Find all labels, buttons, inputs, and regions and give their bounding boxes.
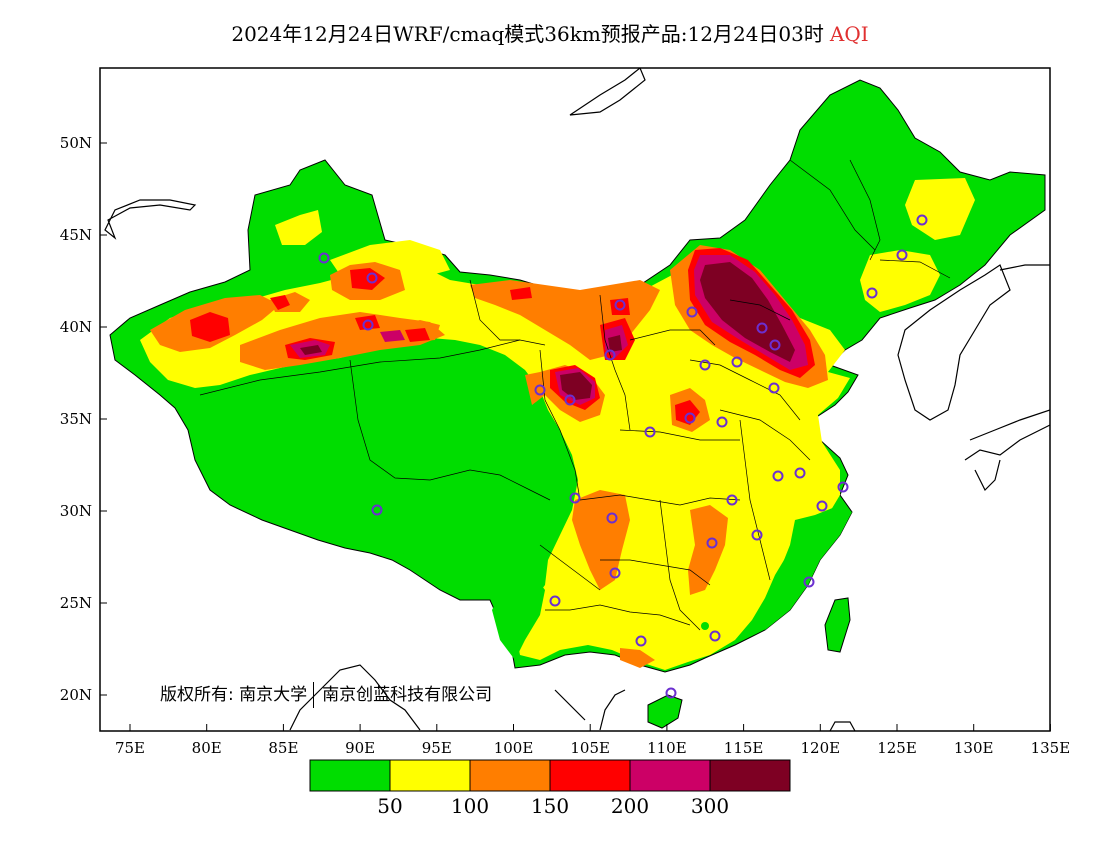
station-markers [318, 214, 928, 699]
colorbar-swatch [549, 759, 631, 792]
region-maroon [300, 262, 795, 400]
station-marker [706, 537, 718, 549]
small-green-dot [701, 622, 709, 630]
lat-tick-label: 30N [60, 502, 92, 520]
lat-tick-label: 35N [60, 410, 92, 428]
station-marker [564, 394, 576, 406]
lon-tick-label: 130E [954, 739, 994, 757]
lon-tick-label: 125E [877, 739, 917, 757]
copyright-divider [313, 682, 315, 708]
lat-tick-label: 20N [60, 686, 92, 704]
station-marker [318, 252, 330, 264]
lon-tick-label: 105E [570, 739, 610, 757]
province-borders [199, 159, 951, 631]
colorbar-label: 200 [611, 794, 649, 818]
colorbar-swatch [389, 759, 471, 792]
station-marker [772, 470, 784, 482]
map-field [104, 68, 1050, 731]
hainan-island [647, 694, 683, 729]
lon-tick-label: 90E [345, 739, 375, 757]
lon-tick-label: 135E [1031, 739, 1071, 757]
colorbar-label: 300 [691, 794, 729, 818]
station-marker [534, 384, 546, 396]
region-green-se [755, 505, 852, 630]
title-text: 2024年12月24日WRF/cmaq模式36km预报产品:12月24日03时 [231, 22, 824, 46]
copyright-owner: 版权所有: 南京大学 [160, 685, 308, 705]
colorbar-swatch [309, 759, 391, 792]
region-green-yunnan [492, 570, 545, 660]
station-marker [635, 635, 647, 647]
station-marker [716, 416, 728, 428]
lon-tick-label: 85E [268, 739, 298, 757]
lat-tick-label: 50N [60, 134, 92, 152]
colorbar-label: 50 [377, 794, 402, 818]
station-marker [726, 494, 738, 506]
station-marker [803, 576, 815, 588]
station-marker [866, 287, 878, 299]
colorbar-swatch [469, 759, 551, 792]
station-marker [604, 349, 616, 361]
station-marker [609, 567, 621, 579]
lon-tick-label: 75E [115, 739, 145, 757]
lon-tick-label: 110E [647, 739, 687, 757]
station-marker [684, 412, 696, 424]
colorbar-swatch [629, 759, 711, 792]
map-title: 2024年12月24日WRF/cmaq模式36km预报产品:12月24日03时 A… [0, 18, 1100, 47]
region-yellow-ne [860, 250, 940, 312]
map-frame [99, 67, 1051, 732]
station-marker [569, 492, 581, 504]
station-marker [768, 382, 780, 394]
coastlines [104, 68, 1050, 731]
station-marker [606, 512, 618, 524]
station-marker [709, 630, 721, 642]
station-marker [371, 504, 383, 516]
lat-tick-label: 25N [60, 594, 92, 612]
station-marker [731, 356, 743, 368]
latitude-axis: 50N 45N 40N 35N 30N 25N 20N [60, 134, 107, 704]
station-marker [794, 467, 806, 479]
copyright-company: 南京创蓝科技有限公司 [322, 685, 493, 705]
station-marker [686, 306, 698, 318]
region-green-tibet [200, 362, 560, 580]
aqi-colorbar: 50 100 150 200 300 [309, 759, 791, 818]
station-marker [916, 214, 928, 226]
station-marker [816, 500, 828, 512]
title-aqi: AQI [829, 22, 869, 46]
lon-tick-label: 80E [192, 739, 222, 757]
station-marker [665, 687, 677, 699]
station-marker [362, 319, 374, 331]
lon-tick-label: 95E [422, 739, 452, 757]
region-yellow-xj-north [275, 210, 322, 245]
station-marker [644, 426, 656, 438]
lon-tick-label: 120E [801, 739, 841, 757]
station-marker [837, 481, 849, 493]
lon-tick-label: 115E [724, 739, 764, 757]
lat-tick-label: 45N [60, 226, 92, 244]
colorbar-label: 150 [531, 794, 569, 818]
colorbar-label: 100 [451, 794, 489, 818]
station-marker [769, 339, 781, 351]
station-marker [366, 272, 378, 284]
station-marker [699, 359, 711, 371]
lon-tick-label: 100E [494, 739, 534, 757]
copyright-notice: 版权所有: 南京大学 南京创蓝科技有限公司 [160, 680, 492, 708]
station-marker [896, 249, 908, 261]
station-marker [549, 595, 561, 607]
taiwan-island [824, 597, 851, 653]
longitude-axis: 75E 80E 85E 90E 95E 100E 105E 110E 115E 120E 125E 1… [115, 724, 1070, 757]
colorbar-swatch [709, 759, 791, 792]
station-marker [751, 529, 763, 541]
station-marker [756, 322, 768, 334]
station-marker [614, 299, 626, 311]
lat-tick-label: 40N [60, 318, 92, 336]
